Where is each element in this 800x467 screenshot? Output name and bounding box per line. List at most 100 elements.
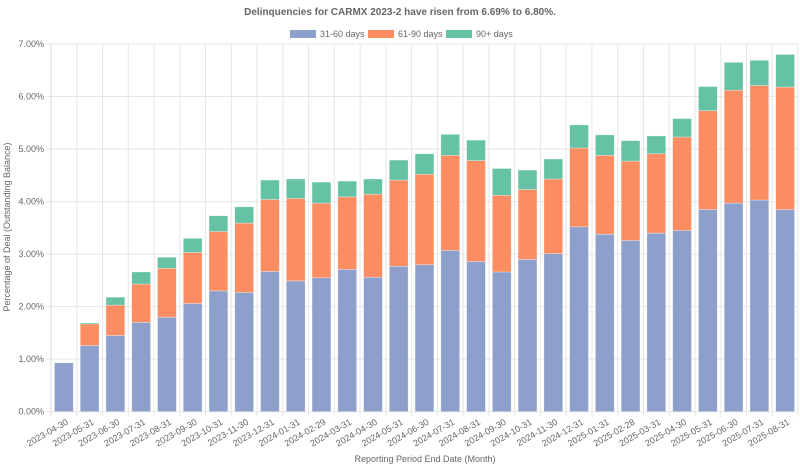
bar-segment-90-days[interactable] xyxy=(414,153,435,175)
bar-segment-31-60-days[interactable] xyxy=(208,290,229,412)
bar-segment-31-60-days[interactable] xyxy=(311,277,332,412)
bar-segment-90-days[interactable] xyxy=(723,62,744,91)
bar-segment-31-60-days[interactable] xyxy=(569,226,589,412)
bar-segment-61-90-days[interactable] xyxy=(414,173,435,265)
bar-segment-90-days[interactable] xyxy=(182,238,203,253)
bar-segment-61-90-days[interactable] xyxy=(105,304,126,336)
bar-segment-61-90-days[interactable] xyxy=(234,222,254,293)
bar-segment-31-60-days[interactable] xyxy=(517,259,538,413)
bar-segment-31-60-days[interactable] xyxy=(286,280,306,413)
bar-segment-31-60-days[interactable] xyxy=(749,199,770,412)
bar-segment-90-days[interactable] xyxy=(620,140,641,162)
bar-segment-31-60-days[interactable] xyxy=(646,232,667,412)
y-tick-label: 4.00% xyxy=(18,197,44,207)
bar-segment-90-days[interactable] xyxy=(646,135,667,155)
bar-segment-61-90-days[interactable] xyxy=(363,193,383,278)
bar-segment-90-days[interactable] xyxy=(286,178,306,199)
bar-segment-61-90-days[interactable] xyxy=(698,110,718,210)
bar-segment-31-60-days[interactable] xyxy=(723,202,744,412)
bar-segment-90-days[interactable] xyxy=(389,159,409,181)
bar-segment-90-days[interactable] xyxy=(363,178,383,195)
bar-segment-61-90-days[interactable] xyxy=(466,160,486,262)
bar-segment-31-60-days[interactable] xyxy=(234,292,254,413)
bar-segment-61-90-days[interactable] xyxy=(157,267,177,318)
bar-segment-61-90-days[interactable] xyxy=(775,86,795,210)
bar-segment-31-60-days[interactable] xyxy=(775,209,795,412)
bar-segment-90-days[interactable] xyxy=(466,139,486,161)
bar-segment-90-days[interactable] xyxy=(157,256,177,269)
bar-segment-61-90-days[interactable] xyxy=(749,85,770,201)
gridlines xyxy=(46,43,799,417)
bar-segment-61-90-days[interactable] xyxy=(595,155,615,235)
bar-segment-31-60-days[interactable] xyxy=(414,264,435,412)
bar-segment-31-60-days[interactable] xyxy=(440,250,460,412)
bar-segment-31-60-days[interactable] xyxy=(182,303,203,413)
bar-segment-61-90-days[interactable] xyxy=(286,198,306,282)
bar-segment-31-60-days[interactable] xyxy=(79,345,100,413)
y-axis-ticks: 0.00% 1.00% 2.00% 3.00% 4.00% 5.00% 6.00% 7.00% xyxy=(18,39,44,417)
bar-segment-61-90-days[interactable] xyxy=(543,178,563,254)
y-tick-label: 7.00% xyxy=(18,39,44,49)
bar-segment-61-90-days[interactable] xyxy=(569,147,589,228)
bar-segment-31-60-days[interactable] xyxy=(389,265,409,413)
bar-segment-31-60-days[interactable] xyxy=(54,362,74,412)
bar-segment-31-60-days[interactable] xyxy=(260,271,280,412)
bar-segment-90-days[interactable] xyxy=(749,59,770,86)
legend-label[interactable]: 61-90 days xyxy=(398,29,443,39)
bar-segment-90-days[interactable] xyxy=(492,168,512,196)
legend-label[interactable]: 90+ days xyxy=(476,29,513,39)
bar-segment-61-90-days[interactable] xyxy=(517,189,538,260)
bar-segment-90-days[interactable] xyxy=(337,180,357,198)
bar-segment-90-days[interactable] xyxy=(775,54,795,88)
bar-segment-90-days[interactable] xyxy=(672,118,692,138)
y-tick-label: 5.00% xyxy=(18,144,44,154)
bar-segment-31-60-days[interactable] xyxy=(595,233,615,412)
bar-segment-31-60-days[interactable] xyxy=(466,261,486,413)
bar-segment-90-days[interactable] xyxy=(208,215,229,232)
bar-segment-31-60-days[interactable] xyxy=(543,253,563,412)
bar-segment-90-days[interactable] xyxy=(595,134,615,156)
bar-segment-61-90-days[interactable] xyxy=(311,202,332,279)
bar-segment-61-90-days[interactable] xyxy=(492,194,512,273)
bar-segment-90-days[interactable] xyxy=(569,124,589,149)
bar-segment-90-days[interactable] xyxy=(698,86,718,112)
bar-segment-61-90-days[interactable] xyxy=(182,252,203,304)
bar-segment-31-60-days[interactable] xyxy=(131,322,151,412)
bar-segment-31-60-days[interactable] xyxy=(620,240,641,413)
bar-segment-90-days[interactable] xyxy=(440,134,460,156)
legend-swatch[interactable] xyxy=(368,30,394,38)
bar-segment-61-90-days[interactable] xyxy=(723,89,744,204)
bar-segment-90-days[interactable] xyxy=(543,158,563,180)
bar-segment-61-90-days[interactable] xyxy=(131,283,151,323)
bar-segment-61-90-days[interactable] xyxy=(260,199,280,272)
bar-segment-61-90-days[interactable] xyxy=(620,160,641,241)
bar-segment-61-90-days[interactable] xyxy=(646,153,667,234)
bar-segment-90-days[interactable] xyxy=(79,322,100,325)
x-axis-title: Reporting Period End Date (Month) xyxy=(354,454,495,464)
bar-segment-61-90-days[interactable] xyxy=(337,196,357,270)
bar-segment-90-days[interactable] xyxy=(131,271,151,285)
bar-segment-90-days[interactable] xyxy=(234,206,254,224)
chart-title: Delinquencies for CARMX 2023-2 have rise… xyxy=(244,7,556,18)
bar-segment-90-days[interactable] xyxy=(517,169,538,190)
bar-segment-31-60-days[interactable] xyxy=(105,335,126,412)
bar-segment-90-days[interactable] xyxy=(260,179,280,200)
bar-segment-31-60-days[interactable] xyxy=(337,269,357,412)
bar-segment-31-60-days[interactable] xyxy=(672,230,692,412)
bar-segment-90-days[interactable] xyxy=(311,181,332,204)
legend-swatch[interactable] xyxy=(290,30,316,38)
bar-segment-90-days[interactable] xyxy=(105,296,126,306)
bar-segment-31-60-days[interactable] xyxy=(157,316,177,412)
legend-label[interactable]: 31-60 days xyxy=(320,29,365,39)
bar-segment-61-90-days[interactable] xyxy=(208,231,229,292)
bar-segment-61-90-days[interactable] xyxy=(79,323,100,346)
y-tick-label: 0.00% xyxy=(18,407,44,417)
bar-segment-31-60-days[interactable] xyxy=(698,209,718,412)
legend-swatch[interactable] xyxy=(446,30,472,38)
bar-segment-61-90-days[interactable] xyxy=(389,179,409,267)
bar-segment-31-60-days[interactable] xyxy=(492,271,512,412)
bar-segment-31-60-days[interactable] xyxy=(363,276,383,413)
bar-segment-61-90-days[interactable] xyxy=(440,155,460,251)
bar-segment-61-90-days[interactable] xyxy=(672,136,692,231)
